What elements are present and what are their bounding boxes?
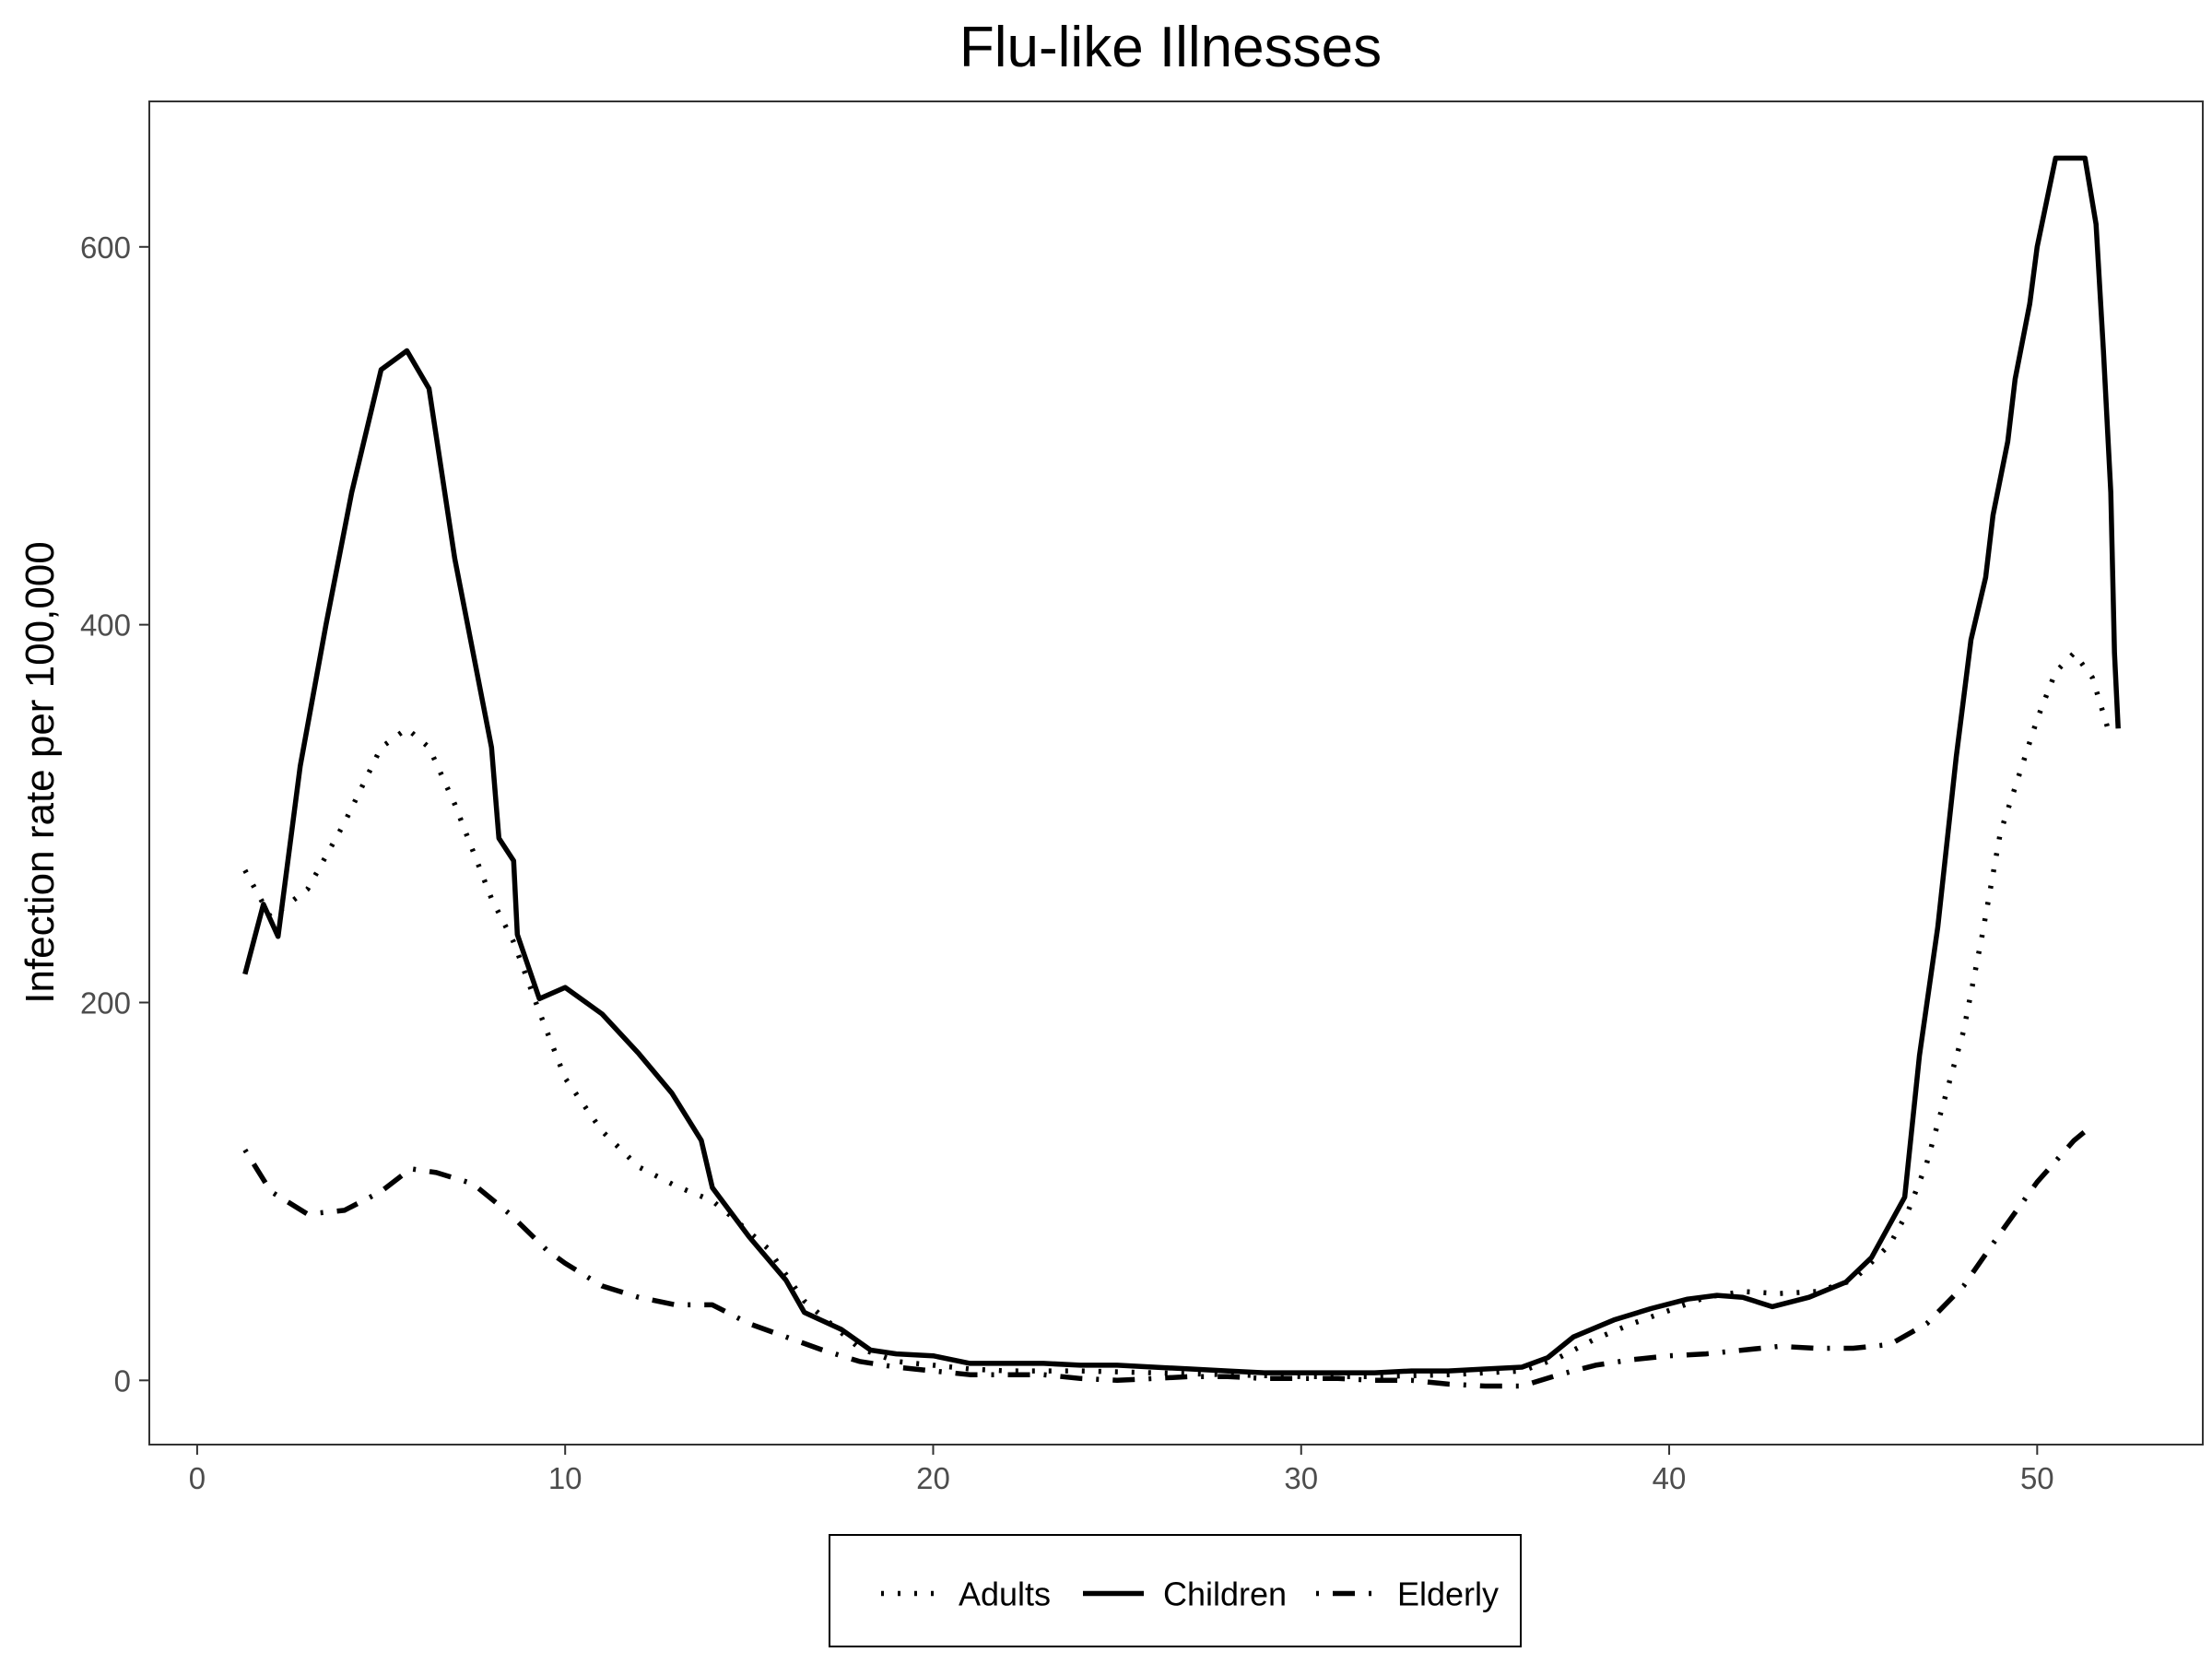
legend-label-children: Children — [1163, 1575, 1287, 1613]
x-tick-label: 10 — [548, 1461, 582, 1495]
series-line-adults — [242, 650, 2113, 1379]
x-tick-label: 20 — [916, 1461, 950, 1495]
y-tick-label: 400 — [80, 608, 131, 643]
x-tick-label: 0 — [189, 1461, 206, 1495]
plot-area: 0 10 20 30 40 50 0 200 400 600 — [80, 100, 2204, 1495]
y-tick-label: 200 — [80, 985, 131, 1020]
series-line-elderly — [242, 1123, 2094, 1389]
chart-title: Flu-like Illnesses — [959, 16, 1382, 79]
panel-border — [148, 100, 2204, 1446]
legend-label-adults: Adults — [959, 1575, 1051, 1613]
x-tick-label: 30 — [1284, 1461, 1318, 1495]
legend-box — [829, 1534, 1522, 1647]
y-axis-label: Infection rate per 100,000 — [18, 541, 63, 1003]
x-tick-label: 50 — [2020, 1461, 2054, 1495]
x-tick-label: 40 — [1653, 1461, 1687, 1495]
legend-label-elderly: Elderly — [1397, 1575, 1499, 1613]
y-tick-label: 600 — [80, 230, 131, 265]
series-line-children — [242, 155, 2121, 1375]
y-tick-label: 0 — [114, 1363, 131, 1398]
legend: Adults Children Elderly — [829, 1534, 1522, 1647]
